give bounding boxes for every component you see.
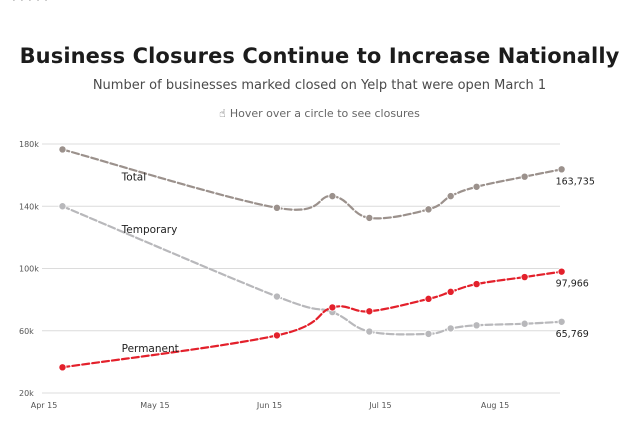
y-tick-label: 140k	[19, 202, 39, 211]
x-tick-label: Apr 15	[31, 401, 58, 410]
temporary-line	[61, 205, 563, 336]
series-temporary: Temporary 65,769	[58, 202, 589, 340]
cropped-top-text: · · · · ·	[12, 0, 49, 7]
x-tick-label: Jul 15	[368, 401, 391, 410]
total-point[interactable]	[272, 203, 281, 212]
temporary-point[interactable]	[472, 321, 481, 330]
total-point[interactable]	[520, 172, 529, 181]
permanent-point[interactable]	[365, 307, 374, 316]
permanent-point[interactable]	[58, 363, 67, 372]
axes: 20k 60k 100k 140k 180k Apr 15 May 15 Jun 15 Jul …	[19, 140, 509, 410]
permanent-point[interactable]	[446, 287, 455, 296]
permanent-point[interactable]	[557, 267, 566, 276]
total-point[interactable]	[328, 192, 337, 201]
permanent-point[interactable]	[472, 280, 481, 289]
hover-hint-text: Hover over a circle to see closures	[229, 107, 420, 120]
y-tick-label: 20k	[19, 389, 34, 398]
chart-title: Business Closures Continue to Increase N…	[19, 44, 620, 68]
total-point[interactable]	[557, 165, 566, 174]
y-tick-label: 180k	[19, 140, 39, 149]
x-tick-label: May 15	[140, 401, 169, 410]
permanent-end-value-label: 97,966	[556, 279, 589, 290]
total-series-label: Total	[121, 172, 147, 184]
temporary-point[interactable]	[446, 324, 455, 333]
temporary-point[interactable]	[272, 292, 281, 301]
total-point[interactable]	[446, 192, 455, 201]
temporary-point[interactable]	[58, 202, 67, 211]
x-tick-label: Aug 15	[481, 401, 509, 410]
series-total: Total 163,735	[58, 145, 595, 222]
permanent-series-label: Permanent	[122, 343, 179, 355]
temporary-point[interactable]	[557, 317, 566, 326]
temporary-end-value-label: 65,769	[556, 329, 589, 340]
y-tick-label: 100k	[19, 265, 39, 274]
total-line	[61, 148, 563, 220]
permanent-point[interactable]	[272, 331, 281, 340]
permanent-point[interactable]	[328, 303, 337, 312]
x-tick-label: Jun 15	[256, 401, 282, 410]
hover-hint: ☝ Hover over a circle to see closures	[0, 107, 639, 120]
series: Total 163,735 Temporary 65,769 Permanent 97,9…	[58, 145, 595, 372]
permanent-line	[61, 270, 563, 369]
total-point[interactable]	[58, 145, 67, 154]
temporary-point[interactable]	[520, 319, 529, 328]
total-point[interactable]	[472, 182, 481, 191]
permanent-point[interactable]	[520, 273, 529, 282]
hand-pointer-icon: ☝	[219, 107, 226, 120]
series-permanent: Permanent 97,966	[58, 267, 589, 372]
chart-subtitle: Number of businesses marked closed on Ye…	[92, 78, 547, 93]
total-point[interactable]	[365, 213, 374, 222]
temporary-series-label: Temporary	[121, 224, 178, 236]
total-point[interactable]	[424, 205, 433, 214]
total-end-value-label: 163,735	[556, 176, 595, 187]
y-tick-label: 60k	[19, 327, 34, 336]
temporary-point[interactable]	[365, 327, 374, 336]
temporary-point[interactable]	[424, 329, 433, 338]
permanent-point[interactable]	[424, 294, 433, 303]
gridlines	[42, 143, 560, 394]
